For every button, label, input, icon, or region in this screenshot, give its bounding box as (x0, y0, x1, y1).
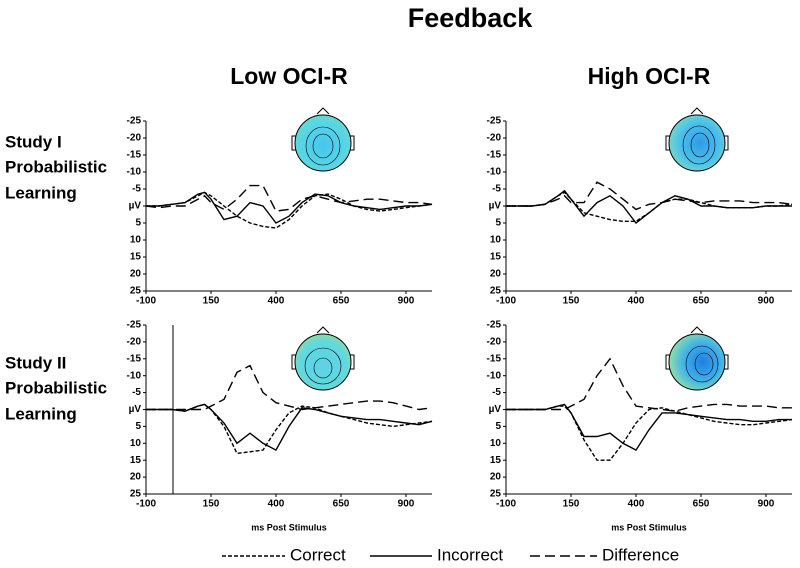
x-tick-label: 900 (398, 296, 415, 307)
x-tick-label: 400 (628, 499, 645, 510)
series-line (146, 191, 433, 224)
y-tick-label: 5 (135, 421, 141, 432)
y-tick-label: -20 (127, 337, 142, 348)
y-tick-label: 25 (130, 489, 142, 500)
y-tick-label: -5 (132, 387, 141, 398)
legend-label: Correct (290, 545, 346, 564)
series-line (146, 364, 433, 411)
y-tick-label: -10 (487, 167, 502, 178)
y-tick-label: 25 (490, 286, 502, 297)
legend-label: Incorrect (437, 545, 503, 564)
y-tick-label: -15 (487, 353, 502, 364)
y-tick-label: µV (489, 404, 502, 415)
row-label: Study I (5, 132, 62, 151)
x-tick-label: 400 (268, 296, 285, 307)
x-axis-label: ms Post Stimulus (611, 522, 687, 532)
row-label: Learning (5, 183, 77, 202)
y-tick-label: -25 (127, 116, 142, 127)
legend-label: Difference (602, 545, 679, 564)
x-tick-label: 650 (693, 499, 710, 510)
x-tick-label: 900 (758, 499, 775, 510)
x-tick-label: 650 (333, 499, 350, 510)
y-tick-label: 20 (130, 269, 142, 280)
y-tick-label: 10 (130, 235, 142, 246)
x-tick-label: -100 (496, 499, 516, 510)
x-tick-label: 900 (758, 296, 775, 307)
head-map (665, 107, 729, 172)
x-tick-label: 900 (398, 499, 415, 510)
y-tick-label: 15 (130, 455, 142, 466)
series-line (146, 191, 433, 229)
x-tick-label: 650 (693, 296, 710, 307)
row-label: Learning (5, 404, 77, 423)
x-tick-label: -100 (496, 296, 516, 307)
figure-title: Feedback (408, 3, 534, 33)
y-tick-label: 20 (490, 269, 502, 280)
column-title: High OCI-R (588, 63, 711, 89)
x-tick-label: 400 (268, 499, 285, 510)
y-tick-label: 5 (495, 218, 501, 229)
x-tick-label: 150 (563, 296, 580, 307)
y-tick-label: 15 (490, 455, 502, 466)
column-title: Low OCI-R (230, 63, 348, 89)
series-line (506, 403, 792, 452)
head-map (291, 326, 355, 391)
series-line (506, 357, 792, 412)
y-tick-label: -5 (492, 184, 501, 195)
series-line (506, 181, 793, 211)
y-tick-label: -25 (487, 116, 502, 127)
head-map (291, 107, 355, 172)
series-line (506, 191, 793, 222)
y-tick-label: -20 (127, 133, 142, 144)
series-line (506, 405, 793, 461)
y-tick-label: -20 (487, 337, 502, 348)
y-tick-label: -10 (127, 167, 142, 178)
head-map (665, 326, 729, 391)
y-tick-label: µV (129, 201, 142, 212)
x-tick-label: 650 (333, 296, 350, 307)
y-tick-label: 10 (490, 235, 502, 246)
y-tick-label: 15 (490, 252, 502, 263)
y-tick-label: µV (129, 404, 142, 415)
x-tick-label: 400 (628, 296, 645, 307)
y-tick-label: -15 (127, 353, 142, 364)
y-tick-label: -15 (127, 150, 142, 161)
y-tick-label: -25 (487, 320, 502, 331)
y-tick-label: 20 (130, 472, 142, 483)
y-tick-label: 5 (135, 218, 141, 229)
y-tick-label: 10 (130, 438, 142, 449)
x-axis-label: ms Post Stimulus (251, 522, 327, 532)
y-tick-label: 20 (490, 472, 502, 483)
x-tick-label: -100 (136, 499, 156, 510)
x-tick-label: 150 (563, 499, 580, 510)
y-tick-label: -10 (127, 370, 142, 381)
row-label: Probabilistic (5, 157, 107, 176)
y-tick-label: 25 (130, 286, 142, 297)
y-tick-label: 5 (495, 421, 501, 432)
series-line (146, 403, 433, 455)
x-tick-label: -100 (136, 296, 156, 307)
row-label: Study II (5, 353, 66, 372)
y-tick-label: -25 (127, 320, 142, 331)
y-tick-label: 25 (490, 489, 502, 500)
row-label: Probabilistic (5, 378, 107, 397)
y-tick-label: -10 (487, 370, 502, 381)
y-tick-label: -5 (492, 387, 501, 398)
y-tick-label: 15 (130, 252, 142, 263)
series-line (146, 403, 433, 452)
head-maps (291, 107, 729, 391)
x-tick-label: 150 (203, 296, 220, 307)
x-tick-label: 150 (203, 499, 220, 510)
y-tick-label: 10 (490, 438, 502, 449)
y-tick-label: -5 (132, 184, 141, 195)
y-tick-label: µV (489, 201, 502, 212)
y-tick-label: -15 (487, 150, 502, 161)
series-line (145, 184, 433, 212)
y-tick-label: -20 (487, 133, 502, 144)
series-line (506, 189, 792, 224)
